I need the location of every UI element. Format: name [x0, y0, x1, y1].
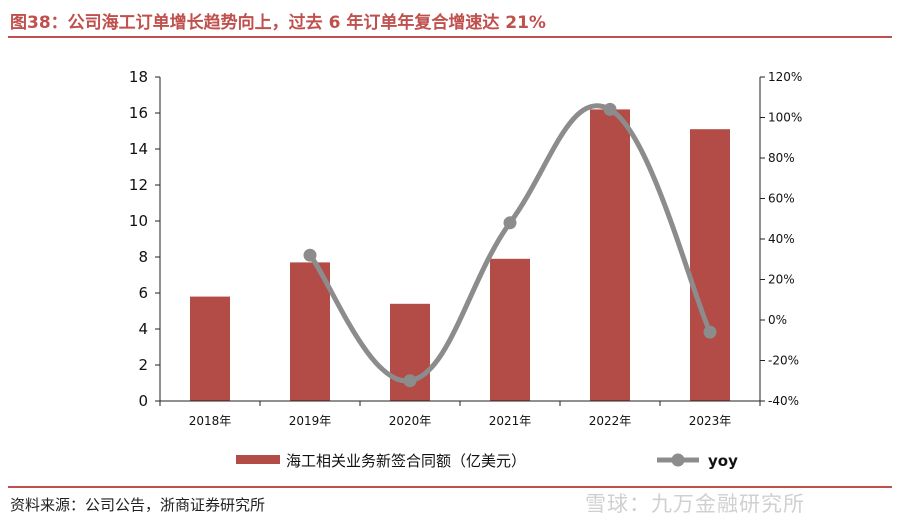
left-tick-label: 6	[138, 284, 148, 302]
right-axis-ticks: -40% -20% 0% 20% 40% 60% 80% 100% 120%	[760, 70, 802, 408]
legend-bar-label: 海工相关业务新签合同额（亿美元）	[286, 452, 526, 470]
axes	[159, 77, 761, 402]
right-tick-label: 60%	[768, 192, 795, 206]
figure-title: 图38：公司海工订单增长趋势向上，过去 6 年订单年复合增速达 21%	[10, 13, 546, 33]
right-tick-label: 100%	[768, 111, 802, 125]
yoy-point	[303, 248, 317, 262]
yoy-point	[403, 374, 417, 388]
right-tick-label: -40%	[768, 394, 799, 408]
left-tick-label: 10	[129, 212, 148, 230]
x-tick-label: 2019年	[289, 414, 332, 428]
left-tick-label: 4	[138, 320, 148, 338]
legend: 海工相关业务新签合同额（亿美元） yoy	[236, 452, 738, 470]
x-tick-label: 2021年	[489, 414, 532, 428]
left-tick-label: 12	[129, 176, 148, 194]
yoy-series	[303, 102, 717, 388]
right-tick-label: 120%	[768, 70, 802, 84]
bar	[590, 109, 630, 402]
left-tick-label: 8	[138, 248, 148, 266]
left-tick-label: 2	[138, 356, 148, 374]
x-tick-label: 2022年	[589, 414, 632, 428]
right-tick-label: -20%	[768, 354, 799, 368]
x-axis-ticks: 2018年 2019年 2020年 2021年 2022年 2023年	[159, 401, 761, 428]
bar	[690, 129, 730, 401]
x-tick-label: 2020年	[389, 414, 432, 428]
left-tick-label: 16	[129, 104, 148, 122]
right-tick-label: 80%	[768, 151, 795, 165]
legend-line-marker	[671, 453, 685, 467]
left-axis-ticks: 0 2 4 6 8 10 12 14 16 18	[129, 68, 160, 410]
legend-line-label: yoy	[708, 452, 738, 470]
x-tick-label: 2023年	[689, 414, 732, 428]
x-tick-label: 2018年	[189, 414, 232, 428]
yoy-point	[603, 102, 617, 116]
source-rule	[8, 486, 892, 488]
bar	[190, 296, 230, 401]
left-tick-label: 18	[129, 68, 148, 86]
left-tick-label: 0	[138, 392, 148, 410]
right-tick-label: 20%	[768, 273, 795, 287]
title-rule	[8, 36, 892, 38]
legend-bar-swatch	[236, 455, 280, 464]
bar	[490, 258, 530, 401]
yoy-point	[703, 325, 717, 339]
right-tick-label: 0%	[768, 313, 787, 327]
bar	[290, 262, 330, 401]
yoy-point	[503, 216, 517, 230]
right-tick-label: 40%	[768, 232, 795, 246]
bar-series	[190, 109, 730, 402]
left-tick-label: 14	[129, 140, 148, 158]
source-note: 资料来源：公司公告，浙商证券研究所	[10, 496, 266, 514]
watermark: 雪球：九万金融研究所	[585, 492, 805, 516]
